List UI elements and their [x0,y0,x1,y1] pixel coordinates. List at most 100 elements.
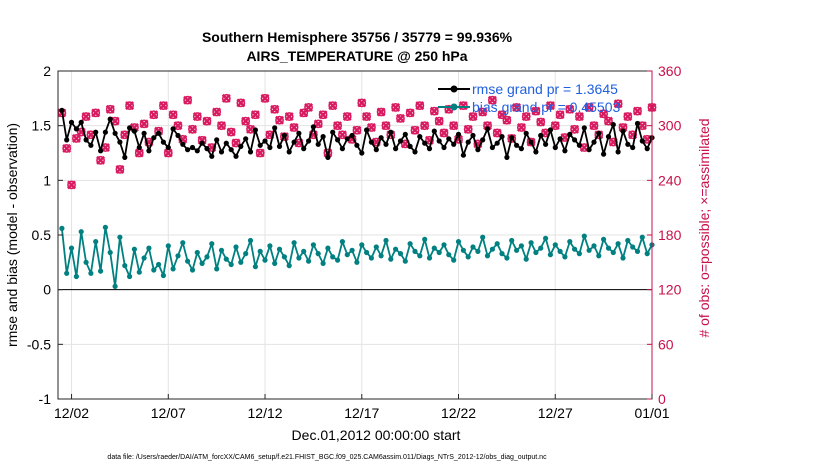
obs-assimilated-marker [396,113,405,123]
x-axis-ticks: 12/02 12/07 12/12 12/17 12/22 12/27 01/01 [54,394,670,421]
obs-possible-marker [71,134,81,143]
obs-possible-marker [589,121,599,131]
data-file-footnote: data file: /Users/raeder/DAI/ATM_forcXX/… [107,454,547,461]
obs-possible-marker [429,106,439,116]
bias-point [223,256,229,262]
bias-point [499,251,505,257]
bias-point [634,248,641,254]
bias-point [136,269,142,275]
obs-assimilated-marker [183,95,193,105]
rmse-point [557,136,563,142]
bias-point [591,243,597,249]
rmse-point [339,146,345,152]
obs-possible-marker [425,135,434,145]
rmse-point [359,150,365,156]
bias-point [354,259,360,265]
obs-assimilated-marker [415,101,425,111]
legend-bias-label: bias grand pr = 0.45503 [472,99,620,115]
bias-point [528,240,534,246]
obs-possible-marker [628,130,638,140]
rmse-point [267,144,273,151]
obs-assimilated-marker [550,121,560,131]
obs-assimilated-marker [492,128,502,138]
bias-point [83,259,89,265]
rmse-point [605,134,612,140]
obs-possible-marker [521,112,531,121]
bias-point [412,248,418,254]
obs-possible-marker [183,95,193,105]
bias-point [276,246,283,252]
obs-assimilated-marker [589,121,599,131]
bias-point [489,246,495,252]
rmse-point [634,120,641,127]
obs-possible-marker [352,125,362,135]
bias-point [252,264,258,270]
bias-point [610,249,616,256]
rmse-point [320,134,326,140]
rmse-point [64,137,70,143]
plot-area [57,70,657,400]
bias-point [286,263,292,269]
bias-point [509,237,515,244]
obs-assimilated-marker [449,121,459,131]
obs-possible-marker [497,110,507,120]
obs-assimilated-marker [357,98,367,108]
obs-assimilated-marker [62,143,72,153]
bias-point [180,240,186,246]
obs-possible-marker [304,103,313,112]
legend-rmse-marker [450,85,458,93]
rmse-point [460,152,466,158]
bias-point [339,239,345,245]
obs-assimilated-marker [531,106,541,116]
rmse-point [576,142,583,148]
obs-possible-marker [241,116,251,126]
rmse-point [383,141,389,147]
x-tick-label: 12/12 [248,405,283,421]
bias-point [417,253,423,259]
obs-assimilated-marker [226,127,236,137]
bias-point [581,233,587,239]
rmse-point [131,128,137,134]
rmse-point [199,140,205,146]
rmse-point [335,137,341,143]
bias-point [349,247,355,253]
rmse-point [504,154,510,160]
bias-point [78,229,84,235]
obs-assimilated-marker [352,125,362,135]
obs-assimilated-marker [236,98,246,108]
bias-point [586,247,592,253]
obs-possible-marker [284,112,294,121]
rmse-point [393,146,399,152]
left-axis-ticks: -1 -0.5 0 0.5 1 1.5 2 [27,63,63,407]
obs-assimilated-marker [391,102,401,112]
rmse-point [262,138,268,144]
obs-possible-marker [604,116,613,126]
bias-point [625,237,631,244]
bias-point [335,257,341,263]
obs-possible-marker [584,103,594,112]
x-tick-label: 12/27 [538,405,573,421]
obs-assimilated-marker [342,112,352,122]
obs-possible-marker [299,108,309,118]
y-tick-label-left: 1.5 [32,118,52,134]
obs-possible-marker [526,137,536,147]
obs-assimilated-marker [478,107,488,117]
bias-point [141,255,147,261]
bias-point [393,246,399,252]
bias-point [504,255,510,261]
rmse-point [388,129,394,135]
rmse-point [194,148,200,154]
obs-possible-marker [96,155,105,165]
rmse-point [291,139,297,145]
y-axis-label-right: # of obs: o=possible; ×=assimilated [696,118,712,337]
bias-point [644,251,650,257]
obs-assimilated-marker [96,155,106,165]
obs-assimilated-marker [81,112,91,122]
rmse-point [228,147,234,153]
bias-point [446,252,452,258]
y-tick-label-right: 240 [658,172,682,188]
rmse-point [499,134,505,140]
bias-point [601,236,607,242]
obs-assimilated-marker [202,116,212,126]
rmse-point [451,141,457,147]
